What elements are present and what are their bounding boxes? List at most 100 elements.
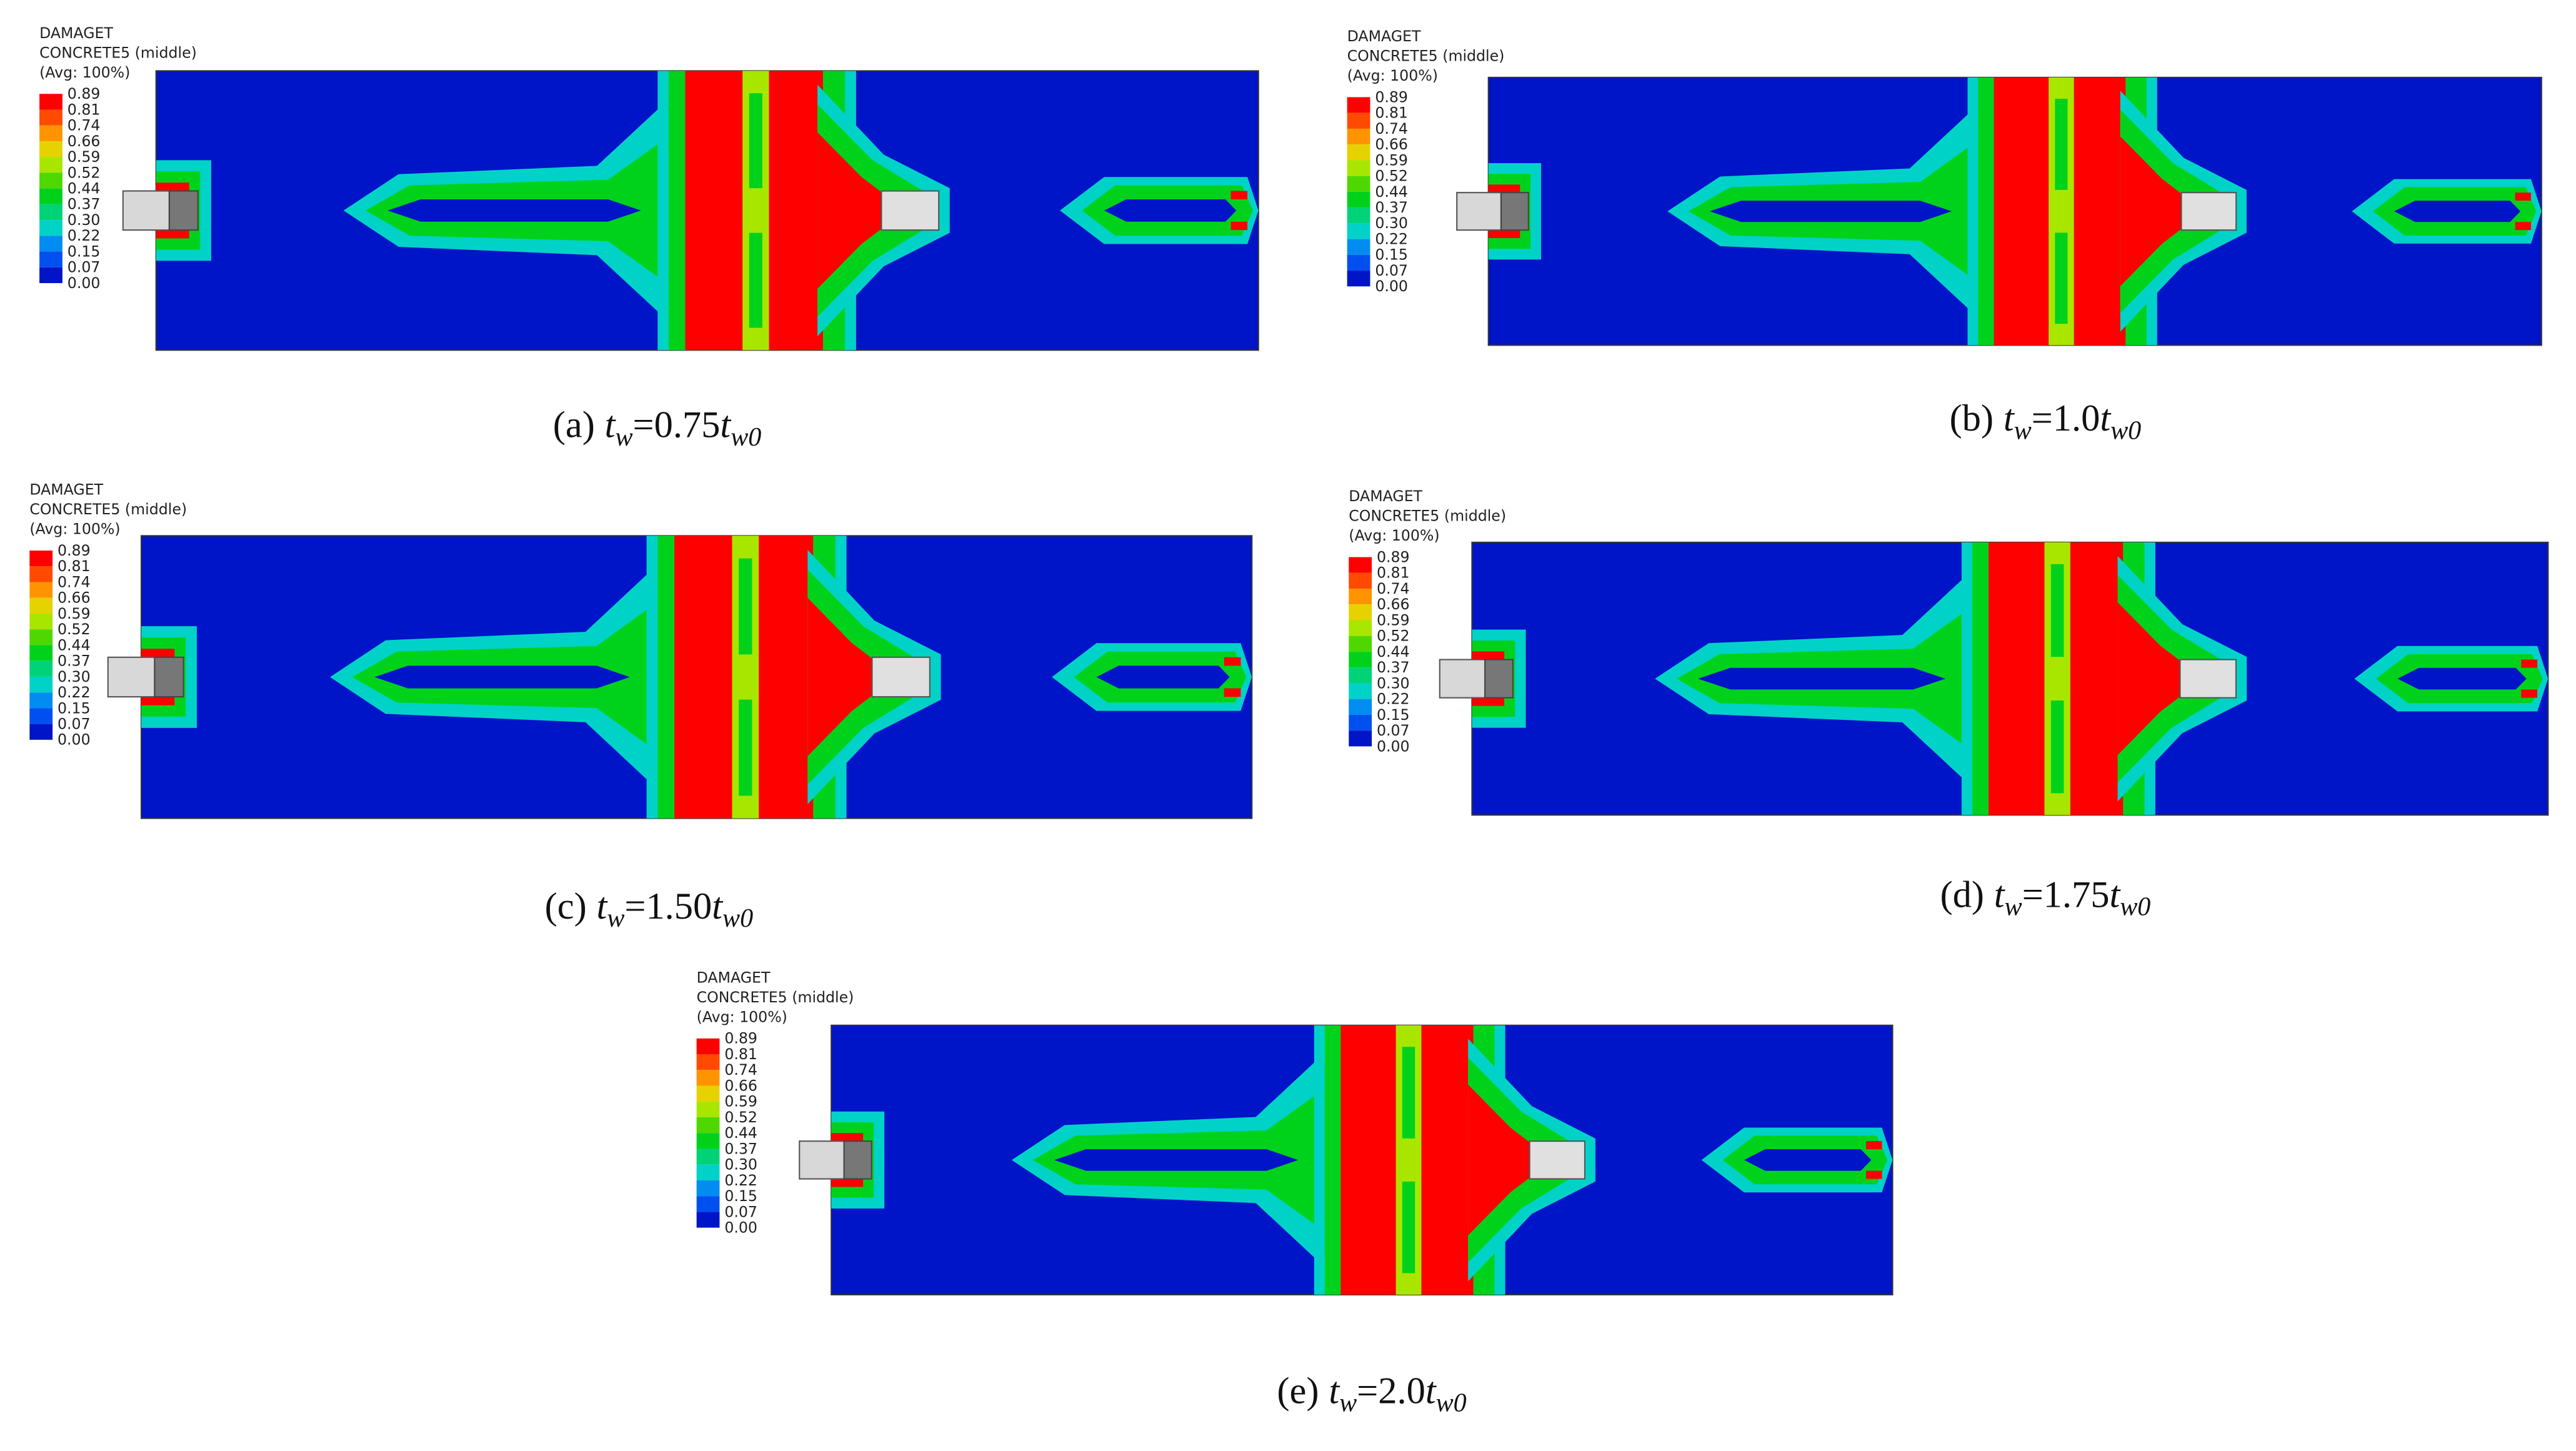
legend-title: CONCRETE5 (middle) bbox=[1347, 47, 1505, 65]
legend-swatch bbox=[1349, 714, 1372, 731]
legend-swatch bbox=[29, 645, 53, 661]
legend-title: CONCRETE5 (middle) bbox=[697, 989, 854, 1006]
caption-part: t bbox=[597, 885, 608, 927]
legend-swatch bbox=[1347, 223, 1370, 239]
legend-level: 0.07 bbox=[724, 1203, 757, 1220]
legend-level: 0.44 bbox=[57, 636, 91, 654]
caption-part: w bbox=[615, 423, 632, 452]
legend-swatch bbox=[1349, 620, 1372, 636]
legend-swatch bbox=[696, 1180, 720, 1197]
legend-swatch bbox=[1347, 176, 1370, 192]
caption-part: (e) bbox=[1277, 1370, 1319, 1412]
legend-swatch bbox=[696, 1085, 720, 1102]
contour bbox=[1709, 201, 1952, 222]
legend-level: 0.15 bbox=[1375, 246, 1408, 264]
legend-title: DAMAGET bbox=[1347, 27, 1421, 45]
legend-swatch bbox=[39, 172, 62, 189]
legend-swatch bbox=[696, 1117, 720, 1134]
contour-plot bbox=[1456, 76, 2542, 346]
legend-swatch bbox=[29, 708, 53, 724]
caption-part: w0 bbox=[2120, 893, 2150, 922]
legend-level: 0.81 bbox=[1375, 104, 1408, 122]
legend-level: 0.81 bbox=[57, 557, 91, 575]
contour bbox=[2050, 700, 2064, 794]
legend-swatch bbox=[696, 1101, 720, 1117]
legend-level: 0.44 bbox=[1377, 643, 1410, 661]
contour bbox=[2521, 659, 2538, 668]
legend-swatch bbox=[1347, 97, 1370, 113]
legend-level: 0.66 bbox=[67, 132, 101, 150]
legend-swatch bbox=[39, 251, 62, 267]
legend-level: 0.66 bbox=[57, 589, 91, 607]
support-block bbox=[168, 190, 199, 231]
legend-level: 0.81 bbox=[67, 101, 101, 118]
legend-level: 0.81 bbox=[724, 1045, 757, 1063]
legend-level: 0.89 bbox=[1377, 548, 1410, 566]
caption-part: t bbox=[1329, 1370, 1340, 1412]
caption-part: =0.75 bbox=[633, 404, 721, 446]
legend-level: 0.22 bbox=[1375, 230, 1408, 247]
legend-swatch bbox=[39, 188, 62, 204]
legend-level: 0.30 bbox=[1377, 674, 1410, 692]
caption-part: t bbox=[712, 885, 723, 927]
legend-level: 0.81 bbox=[1377, 564, 1410, 582]
support-block bbox=[843, 1140, 872, 1180]
legend-swatch bbox=[1347, 254, 1370, 271]
legend-swatch bbox=[696, 1038, 720, 1055]
legend-level: 0.07 bbox=[57, 716, 91, 733]
legend-level: 0.44 bbox=[724, 1124, 757, 1142]
legend-swatch bbox=[29, 629, 53, 646]
legend-level: 0.07 bbox=[1375, 262, 1408, 279]
legend-swatch bbox=[1349, 667, 1372, 684]
caption-part: t bbox=[1994, 874, 2005, 915]
legend-title: DAMAGET bbox=[697, 969, 771, 986]
legend-title: CONCRETE5 (middle) bbox=[29, 501, 187, 518]
contour bbox=[1231, 221, 1248, 231]
legend-level: 0.52 bbox=[57, 621, 91, 638]
contour bbox=[1096, 666, 1230, 689]
contour bbox=[2521, 689, 2538, 698]
support-block bbox=[1484, 659, 1514, 699]
legend-level: 0.30 bbox=[724, 1156, 757, 1174]
contour-plot bbox=[107, 535, 1253, 819]
caption: (b) tw=1.0tw0 bbox=[1950, 397, 2142, 445]
legend-level: 0.22 bbox=[67, 227, 101, 244]
caption-part: (a) bbox=[553, 404, 595, 446]
legend-level: 0.00 bbox=[724, 1219, 757, 1237]
legend-level: 0.89 bbox=[1375, 88, 1408, 106]
caption-part: t bbox=[2109, 874, 2120, 915]
contour bbox=[1104, 199, 1237, 222]
legend-swatch bbox=[39, 204, 62, 221]
caption-part: w bbox=[2005, 893, 2022, 922]
legend-swatch bbox=[29, 661, 53, 677]
legend-level: 0.37 bbox=[1377, 659, 1410, 676]
caption: (c) tw=1.50tw0 bbox=[545, 885, 753, 933]
contour bbox=[1402, 1181, 1415, 1274]
legend-level: 0.59 bbox=[57, 605, 91, 622]
legend-level: 0.07 bbox=[67, 259, 101, 276]
contour bbox=[1402, 1047, 1415, 1139]
legend-level: 0.30 bbox=[57, 668, 91, 686]
panel: DAMAGET CONCRETE5 (middle) (Avg: 100%) 0.89… bbox=[696, 969, 1894, 1418]
panel: DAMAGET CONCRETE5 (middle) (Avg: 100%) 0.89… bbox=[29, 481, 1253, 933]
legend-title: DAMAGET bbox=[1349, 487, 1422, 505]
legend-level: 0.15 bbox=[1377, 706, 1410, 724]
caption-part: w bbox=[1339, 1389, 1357, 1418]
support-block bbox=[154, 656, 184, 698]
legend-level: 0.52 bbox=[1375, 167, 1408, 185]
caption-part: (b) bbox=[1950, 397, 1994, 439]
legend-swatch bbox=[39, 267, 62, 284]
contour bbox=[374, 666, 630, 689]
contour bbox=[2055, 232, 2068, 324]
caption-part: =1.75 bbox=[2022, 874, 2110, 915]
legend-swatch bbox=[39, 141, 62, 157]
loading-block bbox=[1529, 1140, 1585, 1180]
contour bbox=[2515, 192, 2531, 201]
caption-part: =1.50 bbox=[624, 885, 712, 927]
legend-level: 0.74 bbox=[1375, 120, 1408, 137]
legend-title: (Avg: 100%) bbox=[39, 64, 130, 81]
legend-swatch bbox=[696, 1196, 720, 1212]
legend-swatch bbox=[29, 582, 53, 598]
